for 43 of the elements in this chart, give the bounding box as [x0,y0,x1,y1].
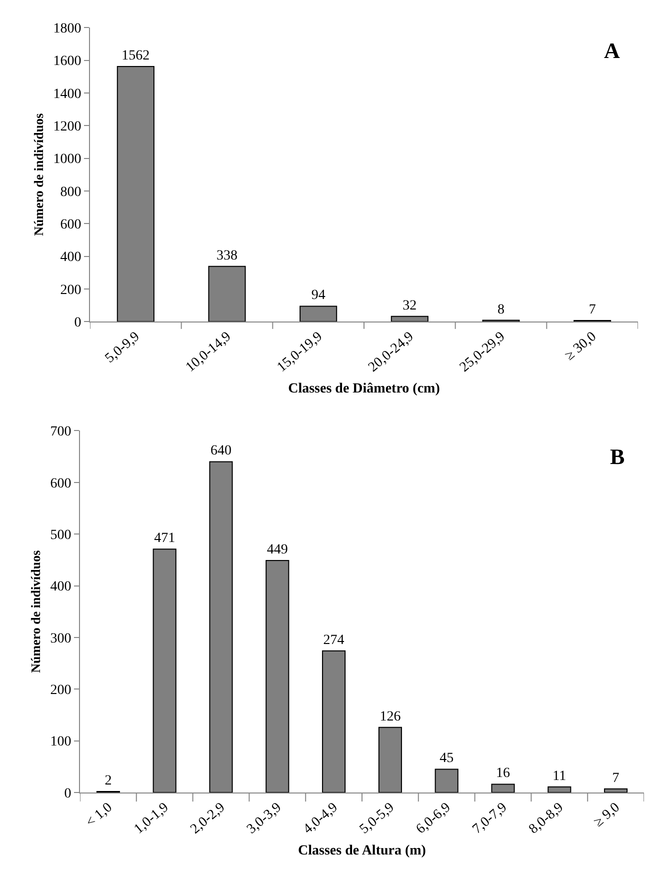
data-label: 94 [311,288,326,304]
x-tick-label: < 1,0 [83,800,116,830]
annotation: B [610,444,625,469]
y-tick-label: 100 [50,734,72,750]
data-label: 449 [266,542,288,558]
y-tick-label: 0 [64,786,72,802]
y-axis-title: Número de indivíduos [31,113,46,236]
data-label: 2 [104,773,112,788]
y-tick-label: 300 [50,631,72,646]
x-tick-label: ≥ 30,0 [562,329,600,364]
data-label: 1562 [122,48,150,64]
annotation: A [604,38,620,63]
x-axis-title: Classes de Diâmetro (cm) [288,382,440,397]
data-label: 7 [588,302,596,318]
data-label: 7 [612,770,620,786]
data-label: 32 [402,298,417,314]
x-tick-label: ≥ 9,0 [591,800,623,830]
data-label: 8 [498,302,504,318]
data-label: 11 [552,768,566,784]
y-tick-label: 1000 [53,152,82,168]
data-label: 274 [323,632,344,648]
y-tick-label: 200 [50,683,72,698]
y-tick-label: 400 [60,250,82,266]
data-label: 126 [380,709,401,724]
data-label: 640 [210,444,232,459]
y-tick-label: 400 [50,580,72,595]
y-tick-label: 800 [60,184,82,200]
y-axis-title: Número de indivíduos [28,550,44,673]
data-label: 471 [154,531,176,546]
y-tick-label: 500 [50,528,72,543]
x-axis-title: Classes de Altura (m) [298,844,426,859]
y-tick-label: 1800 [53,22,82,37]
y-tick-label: 1200 [53,120,82,135]
data-label: 16 [496,766,510,782]
y-tick-label: 600 [50,476,72,492]
y-tick-label: 1600 [53,54,82,70]
y-tick-label: 200 [60,282,82,298]
y-tick-label: 1400 [53,86,82,102]
data-label: 45 [440,751,454,766]
data-label: 338 [216,248,238,264]
y-tick-label: 700 [50,424,72,440]
y-tick-label: 600 [60,218,82,232]
y-tick-label: 0 [74,315,82,330]
